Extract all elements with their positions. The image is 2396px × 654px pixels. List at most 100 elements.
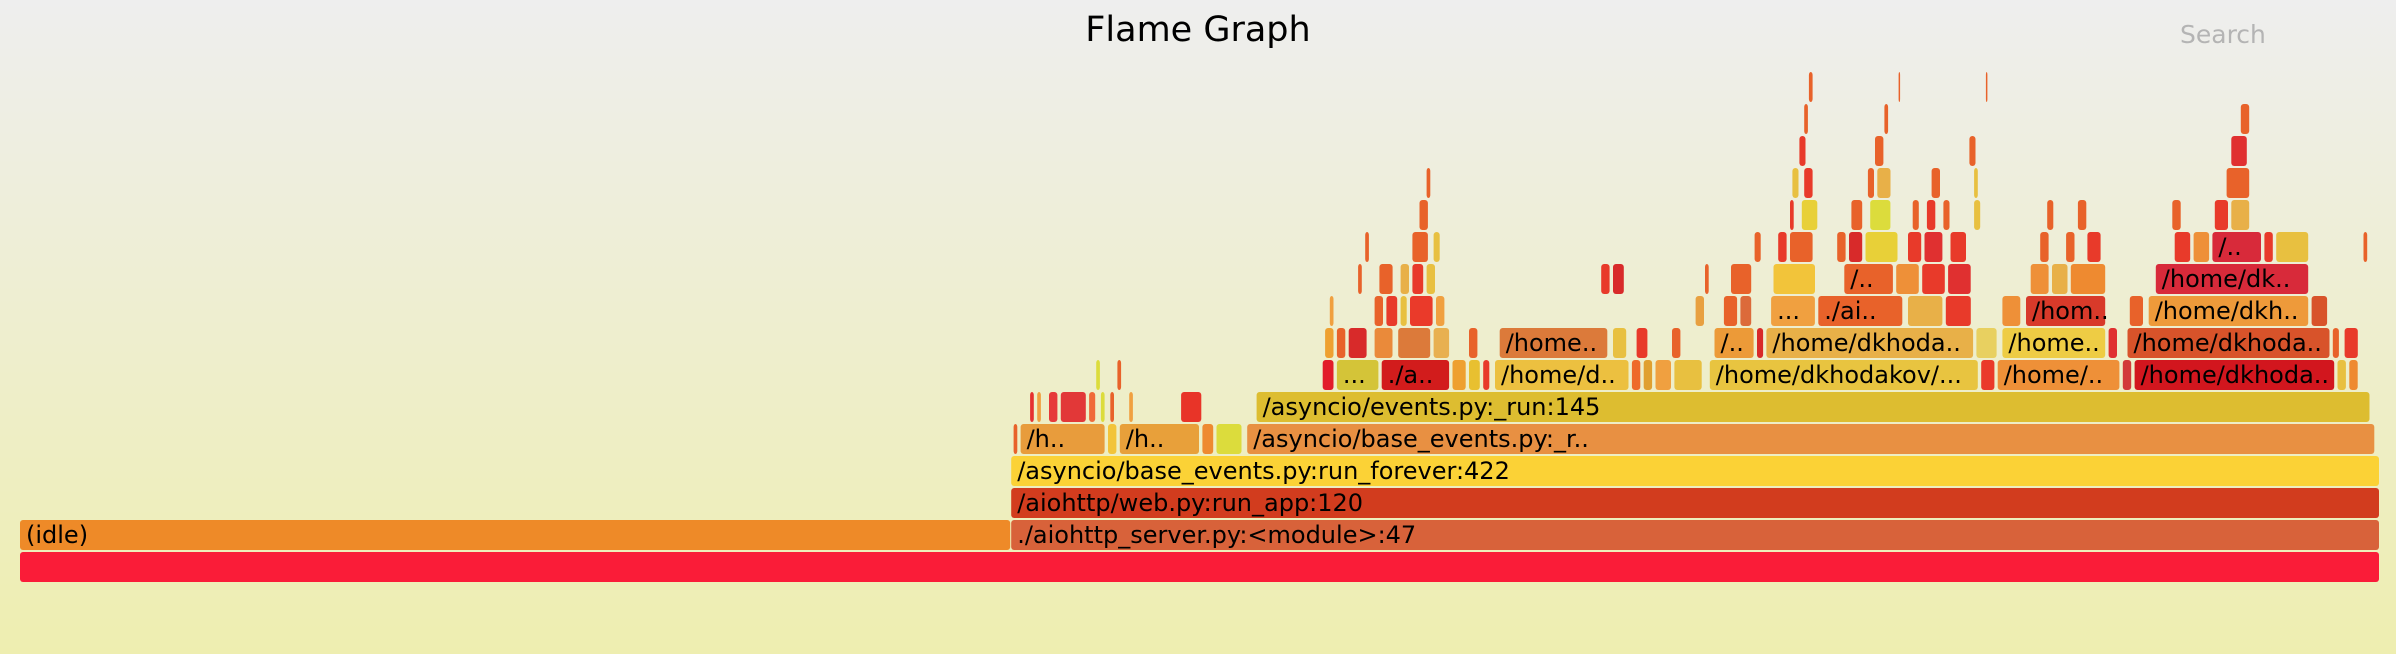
frame[interactable]: [2231, 136, 2247, 166]
frame[interactable]: [1950, 232, 1967, 262]
frame[interactable]: ./ai..: [1818, 296, 1903, 326]
frame[interactable]: [2077, 200, 2087, 230]
frame[interactable]: /home/dkhoda..: [1766, 328, 1974, 358]
frame-rect[interactable]: [1896, 264, 1919, 294]
frame[interactable]: [1865, 232, 1898, 262]
frame[interactable]: [1374, 296, 1383, 326]
frame[interactable]: [1867, 168, 1874, 198]
frame-rect[interactable]: [1495, 360, 1629, 390]
frame[interactable]: [1981, 360, 1995, 390]
frame[interactable]: [1379, 264, 1393, 294]
frame-rect[interactable]: [2087, 232, 2101, 262]
frame[interactable]: [1790, 232, 1813, 262]
frame[interactable]: /asyncio/events.py:_run:145: [1256, 392, 2370, 422]
frame[interactable]: [1613, 328, 1627, 358]
frame[interactable]: [1674, 360, 1702, 390]
frame[interactable]: [1400, 296, 1407, 326]
frame-rect[interactable]: [1985, 72, 1988, 102]
frame-rect[interactable]: [1926, 200, 1936, 230]
frame[interactable]: [2337, 360, 2346, 390]
frame-rect[interactable]: [1948, 264, 1971, 294]
frame-rect[interactable]: [1358, 264, 1362, 294]
frame[interactable]: [1896, 264, 1919, 294]
frame[interactable]: /hom..: [2026, 296, 2109, 326]
frame-rect[interactable]: [1695, 296, 1704, 326]
frame[interactable]: [2070, 264, 2106, 294]
frame[interactable]: [1631, 360, 1641, 390]
frame-rect[interactable]: [1945, 296, 1971, 326]
frame[interactable]: [1672, 328, 1681, 358]
frame[interactable]: [2129, 296, 2143, 326]
frame[interactable]: [2332, 328, 2339, 358]
frame-rect[interactable]: [1976, 328, 1997, 358]
frame[interactable]: [1358, 264, 1362, 294]
frame-rect[interactable]: [2174, 232, 2191, 262]
frame[interactable]: [1851, 200, 1863, 230]
frame[interactable]: [1108, 424, 1117, 454]
frame[interactable]: /h..: [1119, 424, 1199, 454]
frame-rect[interactable]: [1096, 360, 1100, 390]
frame[interactable]: [2122, 360, 2132, 390]
frame[interactable]: [1030, 392, 1034, 422]
frame-rect[interactable]: [1631, 360, 1641, 390]
frame-rect[interactable]: [1110, 392, 1114, 422]
frame[interactable]: [1875, 136, 1884, 166]
frame[interactable]: [1060, 392, 1086, 422]
frame-rect[interactable]: [2066, 232, 2075, 262]
frame-rect[interactable]: [2214, 200, 2228, 230]
frame[interactable]: /aiohttp/web.py:run_app:120: [1011, 488, 2380, 518]
frame[interactable]: /home/dkhoda..: [2127, 328, 2330, 358]
frame[interactable]: /h..: [1020, 424, 1105, 454]
frame-rect[interactable]: [1426, 264, 1435, 294]
frame[interactable]: /home/..: [1997, 360, 2120, 390]
frame[interactable]: [1757, 328, 1764, 358]
frame[interactable]: [1110, 392, 1114, 422]
frame[interactable]: [1792, 168, 1799, 198]
frame-rect[interactable]: [1790, 200, 1794, 230]
frame-rect[interactable]: [1483, 360, 1490, 390]
frame-rect[interactable]: [1469, 360, 1480, 390]
frame-rect[interactable]: [2052, 264, 2068, 294]
frame-rect[interactable]: [1931, 168, 1940, 198]
frame-rect[interactable]: [1119, 424, 1199, 454]
frame-rect[interactable]: [1804, 168, 1813, 198]
frame[interactable]: [1436, 296, 1445, 326]
frame[interactable]: [1329, 296, 1334, 326]
frame[interactable]: [1804, 104, 1808, 134]
frame[interactable]: /home/dkhodakov/...: [1709, 360, 1978, 390]
frame[interactable]: [1754, 232, 1761, 262]
frame-rect[interactable]: [1329, 296, 1334, 326]
frame-rect[interactable]: [1613, 264, 1624, 294]
frame-rect[interactable]: [1216, 424, 1242, 454]
frame[interactable]: [1926, 200, 1936, 230]
frame-rect[interactable]: [1020, 424, 1105, 454]
frame[interactable]: [1808, 72, 1813, 102]
frame[interactable]: [1049, 392, 1058, 422]
frame[interactable]: [2030, 264, 2049, 294]
frame-rect[interactable]: [1049, 392, 1058, 422]
frame[interactable]: [1705, 264, 1709, 294]
frame[interactable]: /..: [2212, 232, 2261, 262]
frame[interactable]: [1336, 328, 1346, 358]
frame[interactable]: [1931, 168, 1940, 198]
frame[interactable]: [2214, 200, 2228, 230]
frame-rect[interactable]: [2047, 200, 2054, 230]
frame[interactable]: [1089, 392, 1096, 422]
frame[interactable]: [2174, 232, 2191, 262]
frame[interactable]: [1799, 136, 1806, 166]
frame[interactable]: [1723, 296, 1738, 326]
frame[interactable]: [1386, 296, 1398, 326]
frame-rect[interactable]: [2193, 232, 2210, 262]
frame-rect[interactable]: [1336, 360, 1379, 390]
frame[interactable]: [1924, 232, 1943, 262]
frame-rect[interactable]: [1867, 168, 1874, 198]
frame[interactable]: [2311, 296, 2328, 326]
frame[interactable]: [1100, 392, 1105, 422]
frame[interactable]: [1877, 168, 1891, 198]
frame-rect[interactable]: [1851, 200, 1863, 230]
frame[interactable]: [1322, 360, 1334, 390]
frame-rect[interactable]: [1837, 232, 1846, 262]
frame[interactable]: [1202, 424, 1214, 454]
frame-rect[interactable]: [1613, 328, 1627, 358]
frame-rect[interactable]: [1773, 264, 1816, 294]
